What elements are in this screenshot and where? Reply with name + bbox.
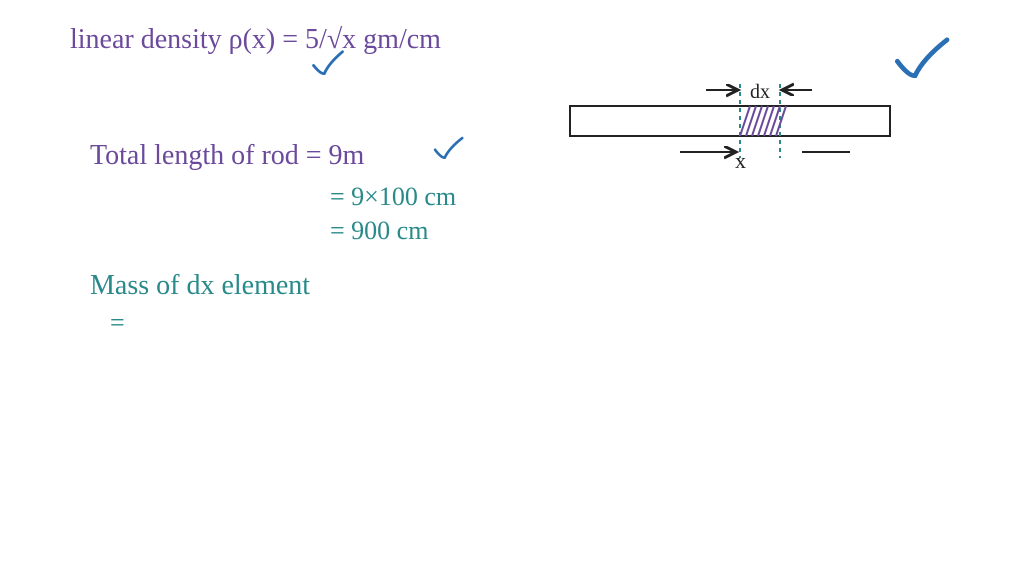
line4-conv2: = 900 cm [330,216,428,246]
line1-density: linear density ρ(x) = 5/√x gm/cm [70,24,441,56]
line2-length: Total length of rod = 9m [90,140,364,172]
line5-mass: Mass of dx element [90,270,310,302]
tick2-icon [429,134,470,164]
svg-text:x: x [735,148,746,173]
rod-diagram: dx x [550,78,910,188]
line6-equals: = [110,308,125,338]
line3-conv1: = 9×100 cm [330,182,456,212]
svg-text:dx: dx [750,81,770,103]
